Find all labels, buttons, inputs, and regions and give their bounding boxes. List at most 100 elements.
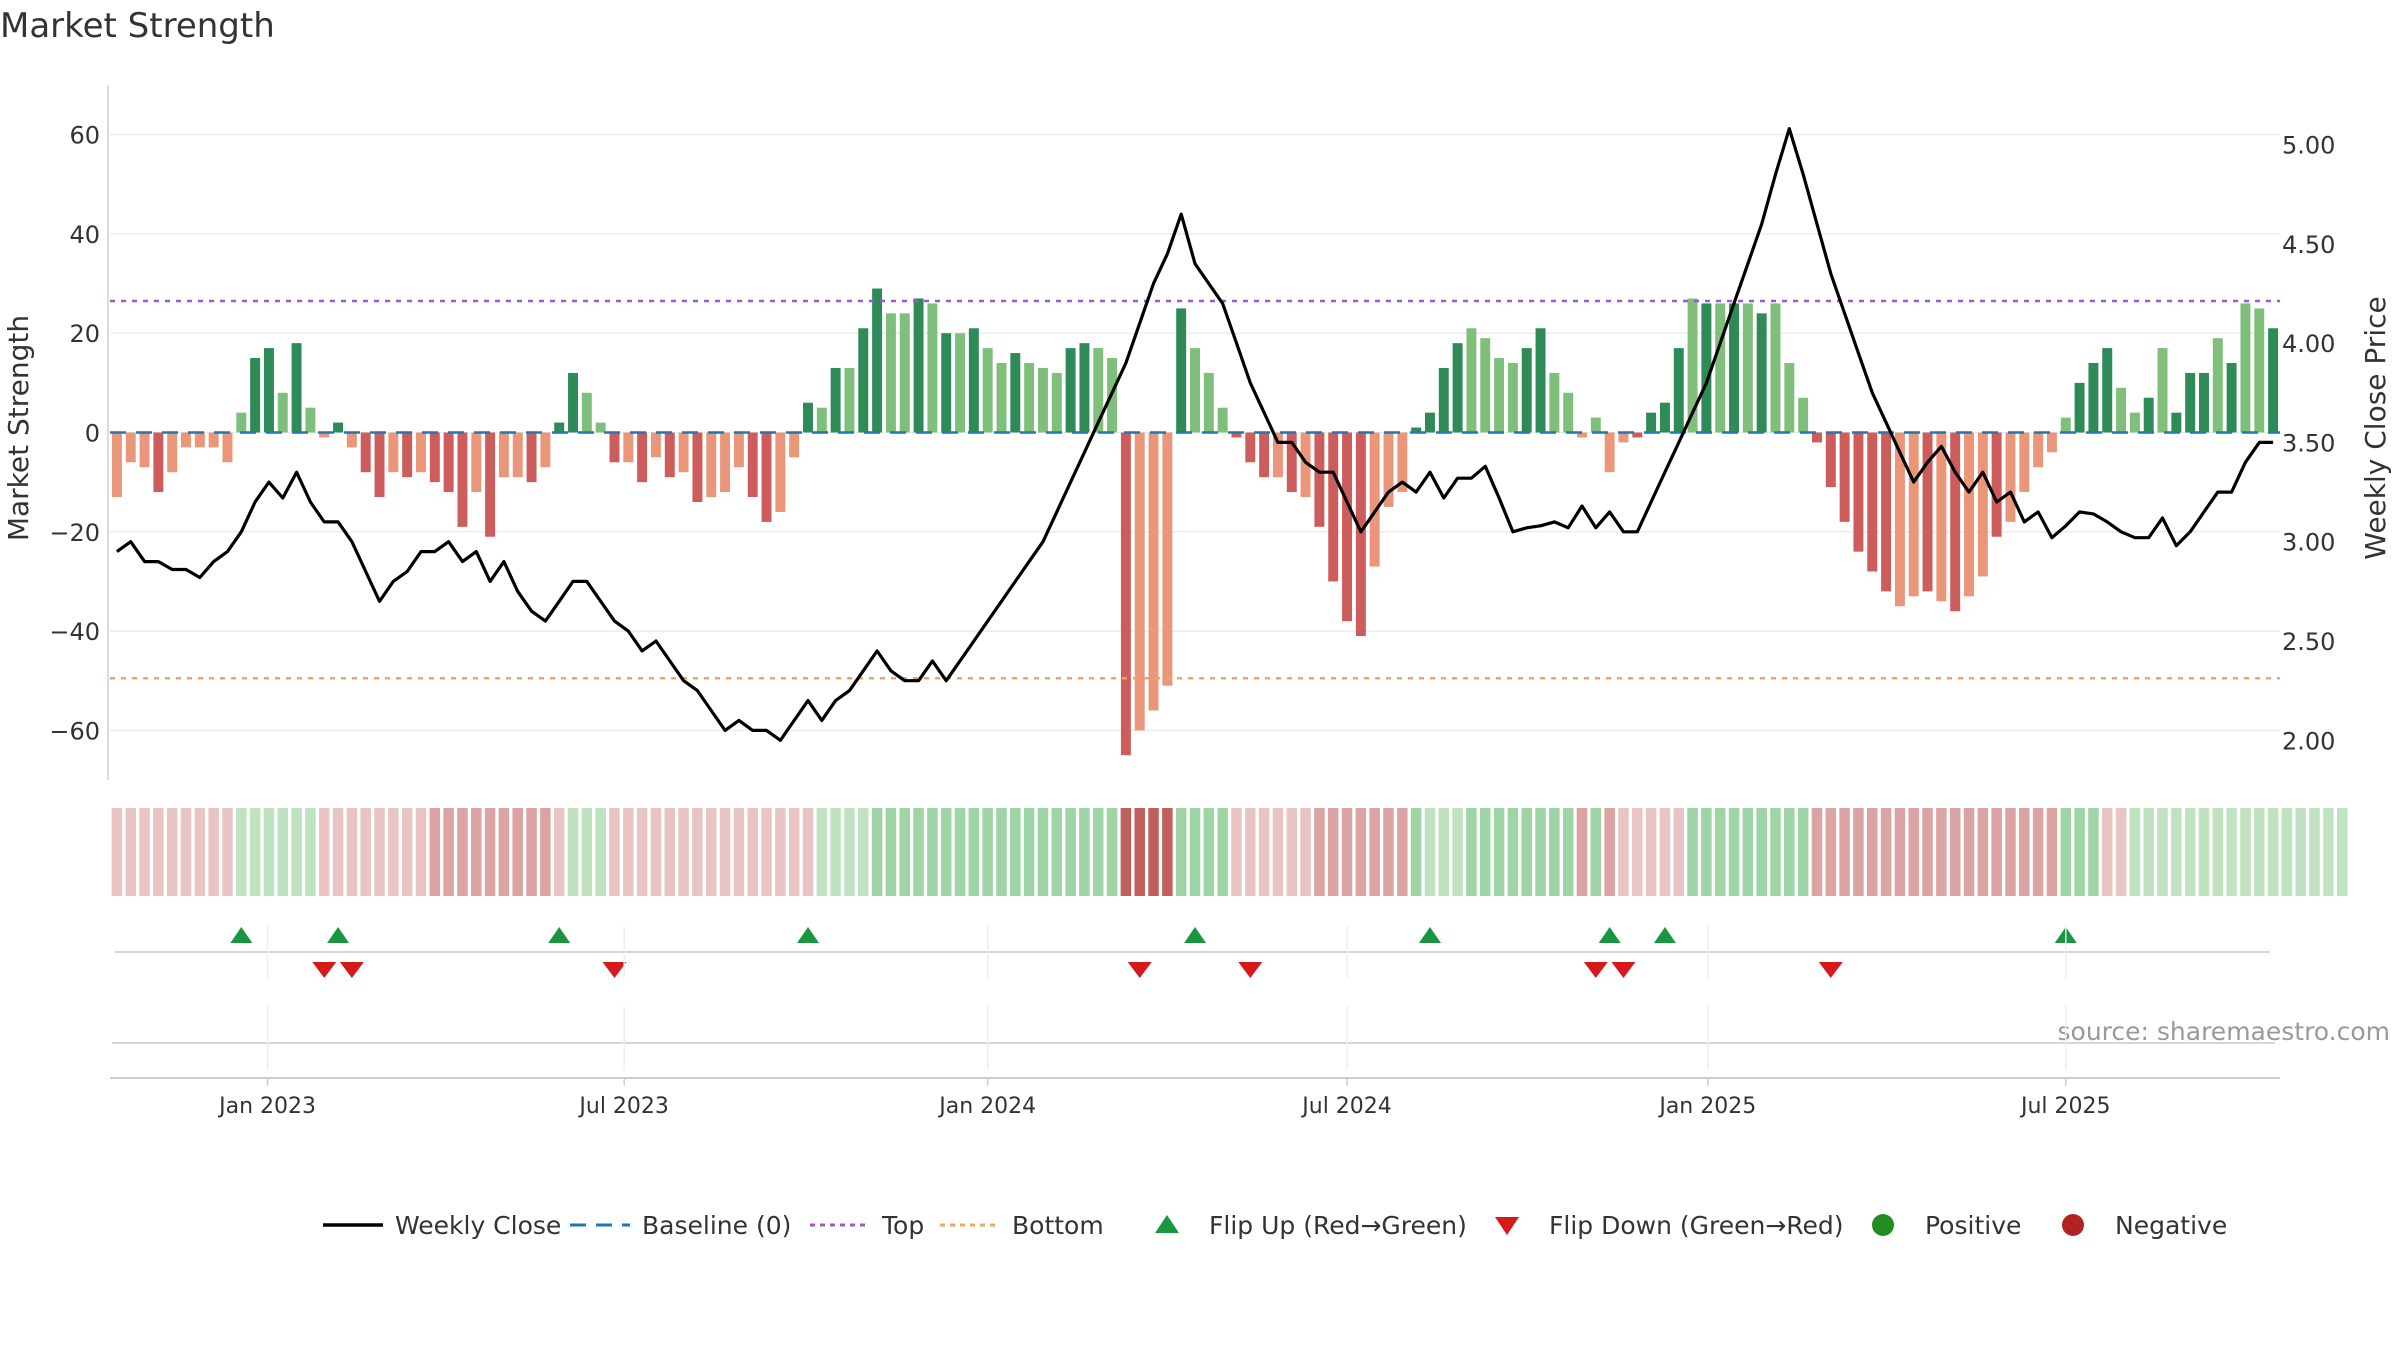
strength-bar [1203, 372, 1214, 433]
strength-bar [830, 367, 841, 433]
regime-cell [111, 808, 123, 896]
strength-bar [1784, 363, 1795, 433]
regime-cell [609, 808, 620, 896]
regime-cell [1480, 808, 1491, 896]
regime-cell [1521, 808, 1532, 896]
strength-bar [1715, 303, 1726, 433]
strength-bar [1411, 427, 1422, 433]
regime-cell [1023, 808, 1035, 896]
regime-cell [1493, 808, 1505, 896]
x-tick-label: Jul 2024 [1300, 1094, 1392, 1119]
strength-bar [305, 407, 316, 433]
y2-tick-label: 5.00 [2282, 132, 2335, 160]
strength-bar [2074, 382, 2085, 433]
y2-tick-label: 3.50 [2282, 429, 2335, 457]
flip-up-marker [327, 927, 350, 943]
regime-cell [1908, 808, 1919, 896]
strength-bar [2102, 348, 2113, 433]
regime-cell [1811, 808, 1823, 896]
strength-bar [955, 333, 966, 433]
strength-bar [554, 422, 565, 433]
regime-cell [2323, 808, 2334, 896]
regime-cell [236, 808, 247, 896]
strength-bar [789, 432, 800, 458]
strength-bar [1825, 432, 1836, 488]
strength-bar [858, 328, 869, 433]
strength-bar [1756, 313, 1767, 433]
legend: Weekly Close Baseline (0) Top Bottom Flip Up… [323, 1211, 2227, 1240]
strength-bar [139, 432, 150, 468]
regime-cell [2088, 808, 2099, 896]
strength-bar [1065, 348, 1076, 433]
regime-cell [1535, 808, 1546, 896]
regime-cell [553, 808, 565, 896]
strength-bar [498, 432, 509, 478]
strength-bar [1632, 432, 1643, 438]
regime-cell [733, 808, 745, 896]
strength-bar [1770, 303, 1781, 433]
regime-cell [1880, 808, 1892, 896]
regime-cell [1148, 808, 1159, 896]
regime-cell [1714, 808, 1726, 896]
strength-bar [1300, 432, 1311, 498]
strength-bar [747, 432, 758, 498]
y2-axis-ticks: 5.00 4.50 4.00 3.50 3.00 2.50 2.00 [2282, 132, 2335, 756]
strength-bar [595, 422, 606, 433]
strength-bar [1093, 348, 1104, 433]
legend-label: Flip Down (Green→Red) [1549, 1211, 1844, 1240]
strength-bar [650, 432, 661, 458]
strength-bar [1577, 432, 1587, 438]
regime-cell [858, 808, 869, 896]
strength-bar [1964, 432, 1974, 597]
y-axis-ticks: 60 40 20 0 −20 −40 −60 [49, 122, 100, 746]
regime-cell [678, 808, 689, 896]
strength-bar [568, 372, 579, 433]
strength-bar [1742, 303, 1753, 433]
regime-cell [567, 808, 579, 896]
strength-bar [222, 432, 233, 463]
strength-bar [1991, 432, 2002, 537]
regime-cell [2254, 808, 2265, 896]
legend-item: Flip Down (Green→Red) [1495, 1211, 1844, 1240]
strength-bar [402, 432, 413, 478]
strength-bar [1369, 432, 1380, 567]
regime-cell [332, 808, 344, 896]
regime-cell [775, 808, 786, 896]
flip-down-marker [339, 962, 364, 978]
strength-bar [1245, 432, 1256, 463]
regime-cell [940, 808, 952, 896]
regime-cell [1604, 808, 1615, 896]
strength-bar [360, 432, 371, 473]
legend-item: Positive [1872, 1211, 2021, 1240]
strength-bar [941, 333, 952, 433]
regime-cell [277, 808, 289, 896]
regime-cell [2157, 808, 2168, 896]
regime-cell [1867, 808, 1878, 896]
strength-bar [1936, 432, 1947, 602]
strength-bar [2171, 412, 2182, 433]
legend-swatch [1495, 1217, 1519, 1235]
strength-bar [181, 432, 191, 448]
regime-cell [2295, 808, 2306, 896]
strength-bar [1659, 402, 1670, 433]
legend-swatch [1872, 1214, 1894, 1236]
regime-cell [1839, 808, 1850, 896]
strength-bar [844, 367, 855, 433]
strength-bar [512, 432, 523, 478]
regime-cell [2101, 808, 2113, 896]
y2-axis-label: Weekly Close Price [2359, 296, 2392, 559]
y2-tick-label: 4.50 [2282, 231, 2335, 259]
strength-bar [2143, 397, 2154, 433]
strength-bar [1190, 348, 1200, 433]
strength-bar [637, 432, 648, 483]
strength-bar [1811, 432, 1822, 443]
strength-bar [1162, 432, 1173, 686]
regime-cell [1645, 808, 1657, 896]
strength-bar [2254, 308, 2265, 433]
regime-cell [1576, 808, 1588, 896]
regime-cell [968, 808, 980, 896]
strength-bar [346, 432, 357, 448]
strength-bar [761, 432, 772, 522]
regime-cell [1189, 808, 1201, 896]
legend-swatch [2062, 1214, 2084, 1236]
